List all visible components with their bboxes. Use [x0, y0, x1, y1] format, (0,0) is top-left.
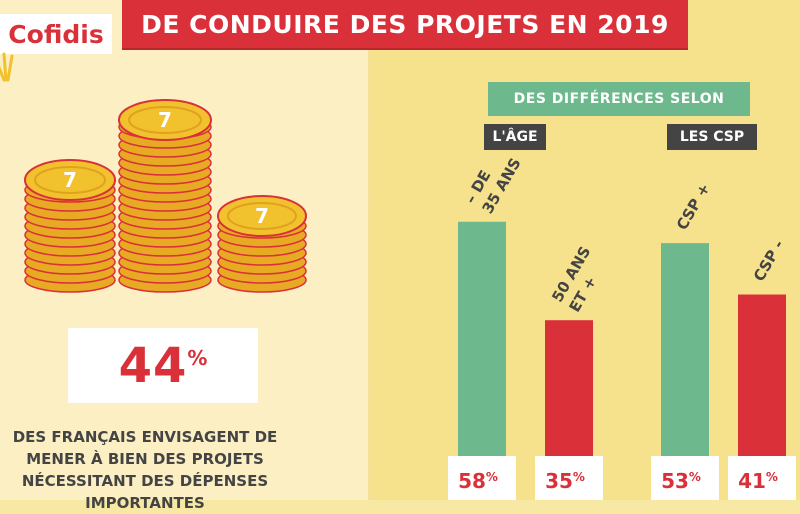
- description-line: NÉCESSITANT DES DÉPENSES: [21, 472, 269, 490]
- bar: [661, 243, 709, 470]
- coin-stack: 7: [118, 99, 212, 293]
- bar: [738, 294, 786, 470]
- value-box: [651, 456, 719, 500]
- description: DES FRANÇAIS ENVISAGENT DE MENER À BIEN …: [0, 426, 290, 514]
- group-tag-age: L'ÂGE: [484, 124, 546, 150]
- coin-symbol: 7: [158, 108, 172, 132]
- category-label: CSP -: [750, 237, 788, 285]
- value-box: [728, 456, 796, 500]
- category-label: – DE35 ANS: [461, 150, 524, 217]
- percentage-sign: %: [187, 346, 208, 370]
- coin-stacks-illustration: 7 7 7: [24, 99, 307, 293]
- description-line: IMPORTANTES: [85, 494, 205, 512]
- group-tag-csp: LES CSP: [667, 124, 757, 150]
- chart-title: DES DIFFÉRENCES SELON: [488, 82, 750, 116]
- coin-symbol: 7: [63, 168, 77, 192]
- value-label: 35%: [545, 469, 585, 493]
- coin-rim: [34, 166, 106, 194]
- coin-stack: 7: [217, 195, 307, 293]
- coin-symbol: 7: [255, 204, 269, 228]
- value-box: [535, 456, 603, 500]
- value-box: [448, 456, 516, 500]
- description-line: DES FRANÇAIS ENVISAGENT DE: [12, 428, 278, 446]
- percentage-value: 44: [118, 337, 188, 394]
- divider: [368, 0, 370, 500]
- description-line: MENER À BIEN DES PROJETS: [26, 450, 264, 468]
- coin-rim: [128, 106, 202, 134]
- coin-rim: [227, 202, 297, 230]
- bar: [545, 320, 593, 470]
- bar: [458, 221, 506, 470]
- sun-rays-icon: [0, 52, 14, 82]
- percentage-card: 44 %: [68, 328, 258, 403]
- page-title: DE CONDUIRE DES PROJETS EN 2019: [122, 0, 688, 48]
- logo-text: Cofidis: [8, 19, 104, 49]
- category-label: CSP +: [673, 180, 714, 233]
- category-label: 50 ANSET +: [548, 243, 611, 315]
- cofidis-logo: Cofidis: [0, 14, 112, 54]
- coin-stack: 7: [24, 159, 116, 293]
